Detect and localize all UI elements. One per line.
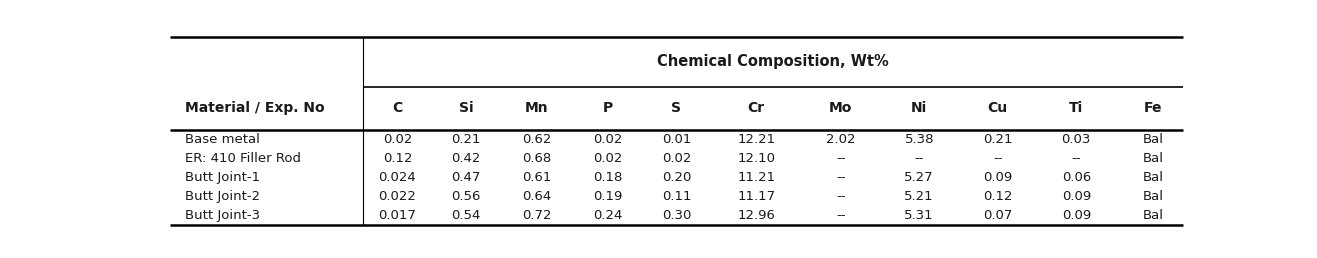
- Text: 11.21: 11.21: [738, 171, 776, 184]
- Text: 0.54: 0.54: [452, 209, 481, 222]
- Text: 5.21: 5.21: [905, 190, 934, 203]
- Text: Bal: Bal: [1142, 209, 1163, 222]
- Text: --: --: [993, 152, 1002, 165]
- Text: 0.20: 0.20: [661, 171, 691, 184]
- Text: 0.21: 0.21: [452, 133, 481, 146]
- Text: C: C: [392, 101, 403, 115]
- Text: Bal: Bal: [1142, 190, 1163, 203]
- Text: 0.02: 0.02: [661, 152, 691, 165]
- Text: 11.17: 11.17: [738, 190, 776, 203]
- Text: --: --: [836, 190, 846, 203]
- Text: Chemical Composition, Wt%: Chemical Composition, Wt%: [657, 54, 889, 69]
- Text: Ni: Ni: [911, 101, 927, 115]
- Text: --: --: [914, 152, 925, 165]
- Text: 0.09: 0.09: [1062, 190, 1090, 203]
- Text: 0.02: 0.02: [593, 133, 622, 146]
- Text: 0.56: 0.56: [452, 190, 481, 203]
- Text: --: --: [836, 152, 846, 165]
- Text: 12.21: 12.21: [738, 133, 776, 146]
- Text: 0.64: 0.64: [523, 190, 552, 203]
- Text: --: --: [1072, 152, 1081, 165]
- Text: 0.02: 0.02: [383, 133, 412, 146]
- Text: 5.27: 5.27: [905, 171, 934, 184]
- Text: Ti: Ti: [1069, 101, 1084, 115]
- Text: 0.19: 0.19: [593, 190, 622, 203]
- Text: 0.61: 0.61: [523, 171, 552, 184]
- Text: Bal: Bal: [1142, 152, 1163, 165]
- Text: Butt Joint-3: Butt Joint-3: [186, 209, 261, 222]
- Text: 0.62: 0.62: [523, 133, 552, 146]
- Text: Material / Exp. No: Material / Exp. No: [186, 101, 325, 115]
- Text: 0.07: 0.07: [982, 209, 1013, 222]
- Text: 0.03: 0.03: [1062, 133, 1090, 146]
- Text: P: P: [602, 101, 612, 115]
- Text: 0.09: 0.09: [982, 171, 1013, 184]
- Text: 5.31: 5.31: [905, 209, 934, 222]
- Text: 0.017: 0.017: [378, 209, 416, 222]
- Text: ER: 410 Filler Rod: ER: 410 Filler Rod: [186, 152, 302, 165]
- Text: Mo: Mo: [828, 101, 852, 115]
- Text: 2.02: 2.02: [826, 133, 856, 146]
- Text: Base metal: Base metal: [186, 133, 259, 146]
- Text: --: --: [836, 209, 846, 222]
- Text: 0.02: 0.02: [593, 152, 622, 165]
- Text: --: --: [836, 171, 846, 184]
- Text: 0.30: 0.30: [661, 209, 691, 222]
- Text: 0.06: 0.06: [1062, 171, 1090, 184]
- Text: 12.96: 12.96: [738, 209, 776, 222]
- Text: Bal: Bal: [1142, 171, 1163, 184]
- Text: 0.21: 0.21: [982, 133, 1013, 146]
- Text: 5.38: 5.38: [905, 133, 934, 146]
- Text: 0.12: 0.12: [982, 190, 1013, 203]
- Text: Mn: Mn: [525, 101, 549, 115]
- Text: Butt Joint-2: Butt Joint-2: [186, 190, 261, 203]
- Text: 12.10: 12.10: [738, 152, 776, 165]
- Text: Butt Joint-1: Butt Joint-1: [186, 171, 261, 184]
- Text: Bal: Bal: [1142, 133, 1163, 146]
- Text: 0.18: 0.18: [593, 171, 622, 184]
- Text: 0.022: 0.022: [378, 190, 416, 203]
- Text: 0.024: 0.024: [378, 171, 416, 184]
- Text: 0.47: 0.47: [452, 171, 481, 184]
- Text: 0.09: 0.09: [1062, 209, 1090, 222]
- Text: 0.72: 0.72: [522, 209, 552, 222]
- Text: 0.11: 0.11: [661, 190, 691, 203]
- Text: Fe: Fe: [1143, 101, 1162, 115]
- Text: 0.68: 0.68: [523, 152, 552, 165]
- Text: Cu: Cu: [988, 101, 1008, 115]
- Text: 0.12: 0.12: [383, 152, 412, 165]
- Text: Si: Si: [458, 101, 474, 115]
- Text: 0.01: 0.01: [661, 133, 691, 146]
- Text: S: S: [672, 101, 681, 115]
- Text: 0.42: 0.42: [452, 152, 481, 165]
- Text: 0.24: 0.24: [593, 209, 622, 222]
- Text: Cr: Cr: [748, 101, 765, 115]
